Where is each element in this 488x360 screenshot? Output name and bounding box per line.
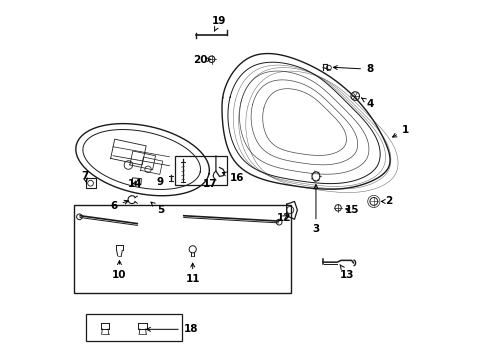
Bar [175,156,226,185]
Text: 4: 4 [361,98,373,109]
Text: 17: 17 [203,179,217,189]
Text: 7: 7 [81,171,88,181]
Text: 19: 19 [212,16,226,31]
Text: 12: 12 [276,212,290,222]
Text: 8: 8 [333,64,372,74]
Text: 11: 11 [185,263,200,284]
Bar [85,178,95,188]
Text: 15: 15 [344,205,358,215]
Text: 16: 16 [222,172,244,183]
Text: 2: 2 [381,197,392,206]
Bar [132,178,141,184]
Bar [74,205,290,293]
Text: 10: 10 [112,261,126,280]
Text: 13: 13 [339,265,354,280]
Text: 3: 3 [312,185,319,234]
Bar [85,314,182,342]
Text: 18: 18 [146,324,198,334]
Text: 1: 1 [392,125,408,137]
Text: 9: 9 [156,177,163,187]
Text: 6: 6 [110,200,128,211]
Text: 14: 14 [127,179,142,189]
Text: 5: 5 [151,202,164,215]
Text: 20: 20 [193,55,210,65]
